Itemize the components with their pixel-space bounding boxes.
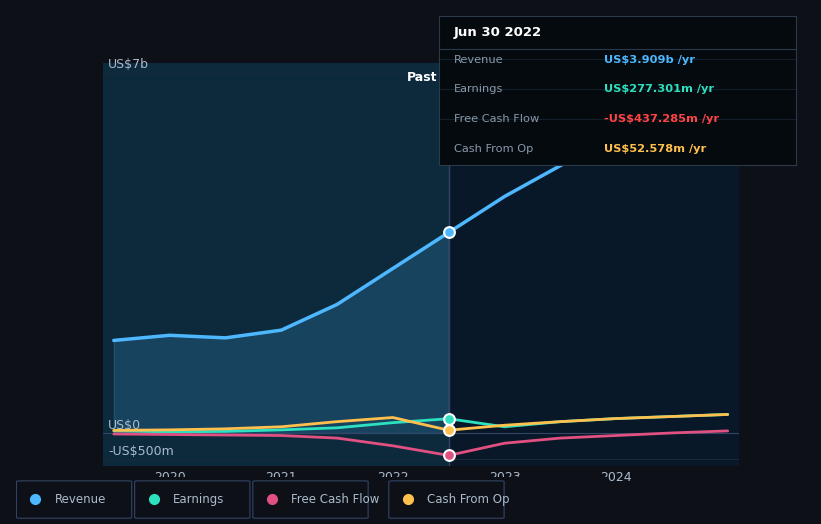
Point xyxy=(442,451,455,460)
FancyBboxPatch shape xyxy=(253,481,368,518)
Text: Free Cash Flow: Free Cash Flow xyxy=(291,493,379,506)
Text: Cash From Op: Cash From Op xyxy=(453,144,533,154)
Text: US$3.909b /yr: US$3.909b /yr xyxy=(603,54,695,64)
Point xyxy=(442,228,455,237)
Bar xyxy=(103,63,448,466)
Text: Free Cash Flow: Free Cash Flow xyxy=(453,114,539,124)
Text: Analysts Forecasts: Analysts Forecasts xyxy=(460,71,576,84)
Text: Cash From Op: Cash From Op xyxy=(427,493,510,506)
Text: US$277.301m /yr: US$277.301m /yr xyxy=(603,84,713,94)
FancyBboxPatch shape xyxy=(135,481,250,518)
Text: Revenue: Revenue xyxy=(453,54,503,64)
FancyBboxPatch shape xyxy=(16,481,131,518)
Text: US$0: US$0 xyxy=(108,419,141,432)
Text: Jun 30 2022: Jun 30 2022 xyxy=(453,26,542,39)
Text: Earnings: Earnings xyxy=(173,493,224,506)
Text: US$52.578m /yr: US$52.578m /yr xyxy=(603,144,706,154)
Text: US$7b: US$7b xyxy=(108,58,149,71)
Bar xyxy=(448,63,739,466)
FancyBboxPatch shape xyxy=(389,481,504,518)
Text: -US$500m: -US$500m xyxy=(108,445,174,457)
Text: Earnings: Earnings xyxy=(453,84,503,94)
Text: Past: Past xyxy=(407,71,438,84)
Point xyxy=(442,414,455,423)
Point xyxy=(442,426,455,434)
Text: -US$437.285m /yr: -US$437.285m /yr xyxy=(603,114,718,124)
Text: Revenue: Revenue xyxy=(55,493,106,506)
